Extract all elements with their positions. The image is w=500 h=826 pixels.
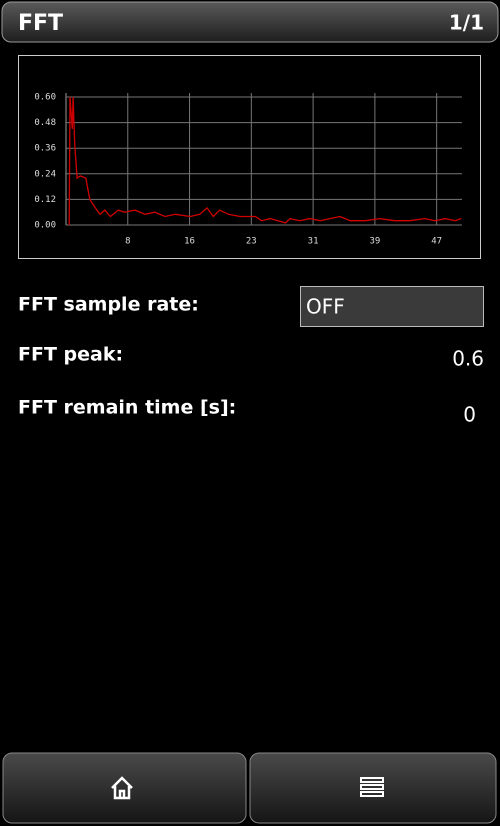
page-indicator: 1/1	[449, 11, 484, 35]
y-tick-label: 0.60	[34, 93, 56, 103]
x-tick-label: 47	[431, 237, 442, 247]
x-tick-label: 23	[246, 237, 257, 247]
sample-rate-box[interactable]	[300, 286, 484, 327]
home-icon	[111, 776, 133, 800]
field-value[interactable]: OFF	[306, 295, 345, 319]
header-title: FFT	[18, 11, 63, 36]
field-label: FFT peak:	[18, 344, 123, 366]
fft-line	[68, 96, 462, 226]
header-bar	[1, 1, 499, 43]
y-tick-label: 0.48	[34, 118, 56, 128]
y-tick-label: 0.00	[34, 221, 56, 231]
home-button[interactable]	[2, 752, 247, 824]
field-label: FFT sample rate:	[18, 294, 199, 316]
x-tick-label: 8	[125, 237, 130, 247]
chart-frame	[18, 55, 481, 259]
menu-icon	[360, 777, 384, 797]
field-value: 0.6	[452, 347, 484, 371]
x-tick-label: 39	[369, 237, 380, 247]
menu-button[interactable]	[249, 752, 497, 824]
x-tick-label: 31	[308, 237, 319, 247]
chart: 0.00 0.12 0.24 0.36 0.48 0.60 8 16 23 31 39 47	[34, 93, 462, 247]
x-tick-label: 16	[184, 237, 195, 247]
y-tick-label: 0.36	[34, 144, 56, 154]
field-value: 0	[463, 403, 476, 427]
field-label: FFT remain time [s]:	[18, 397, 236, 419]
y-tick-label: 0.24	[34, 169, 56, 179]
y-tick-label: 0.12	[34, 195, 56, 205]
